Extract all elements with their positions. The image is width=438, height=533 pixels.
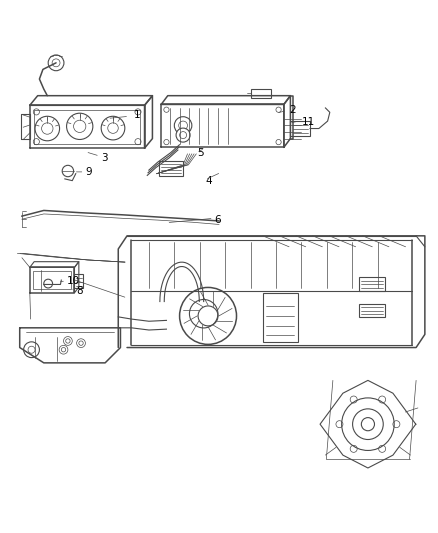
Circle shape [180, 287, 237, 344]
Circle shape [135, 109, 141, 115]
Circle shape [42, 123, 53, 134]
Circle shape [33, 109, 39, 115]
Circle shape [276, 107, 281, 112]
Circle shape [62, 165, 74, 177]
Circle shape [353, 409, 383, 440]
Text: 3: 3 [101, 153, 107, 163]
Bar [263, 293, 298, 342]
Circle shape [342, 398, 394, 450]
Circle shape [64, 336, 72, 345]
Text: 6: 6 [215, 215, 221, 224]
Circle shape [361, 418, 374, 431]
Bar [33, 271, 71, 289]
Bar [74, 274, 83, 287]
Circle shape [79, 341, 83, 345]
Circle shape [198, 306, 218, 326]
Circle shape [276, 140, 281, 145]
Circle shape [52, 59, 60, 67]
Circle shape [74, 120, 86, 133]
Circle shape [174, 117, 192, 134]
Circle shape [35, 116, 60, 141]
Circle shape [66, 339, 70, 343]
Circle shape [176, 128, 190, 142]
Circle shape [28, 346, 35, 353]
Text: 8: 8 [77, 286, 83, 296]
Bar [359, 278, 385, 290]
Circle shape [33, 139, 39, 145]
Text: 10: 10 [67, 276, 80, 286]
Circle shape [24, 342, 39, 358]
Text: 5: 5 [197, 149, 204, 158]
Text: 2: 2 [289, 104, 296, 115]
Text: 1: 1 [134, 110, 140, 120]
Circle shape [108, 123, 118, 133]
Circle shape [101, 116, 125, 140]
Circle shape [44, 279, 53, 288]
Circle shape [135, 139, 141, 145]
Circle shape [164, 140, 169, 145]
Text: 9: 9 [85, 167, 92, 177]
Circle shape [77, 339, 85, 348]
Text: 11: 11 [301, 117, 314, 126]
Circle shape [67, 113, 93, 140]
Bar [290, 121, 310, 136]
Bar [251, 89, 271, 98]
Circle shape [48, 55, 64, 71]
Circle shape [180, 132, 187, 139]
Circle shape [164, 107, 169, 112]
Circle shape [61, 348, 66, 352]
Text: 4: 4 [206, 176, 212, 186]
Circle shape [179, 121, 187, 130]
Bar [359, 304, 385, 317]
Circle shape [59, 345, 68, 354]
Bar [159, 160, 183, 176]
